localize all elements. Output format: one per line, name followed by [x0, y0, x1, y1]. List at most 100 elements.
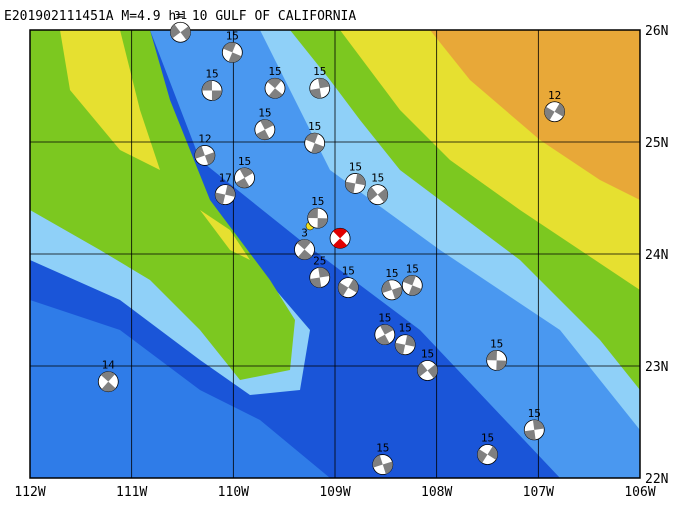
- beachball-quadrant: [268, 88, 283, 99]
- beachball-quadrant: [318, 267, 330, 278]
- depth-label: 15: [481, 431, 494, 444]
- beachball-quadrant: [201, 80, 212, 91]
- depth-label: 14: [102, 359, 116, 372]
- beachball-quadrant: [317, 218, 328, 229]
- depth-label: 15: [308, 120, 321, 133]
- beachball-quadrant: [180, 26, 191, 41]
- event: [367, 184, 389, 206]
- beachball-quadrant: [309, 88, 322, 99]
- event: [194, 145, 216, 166]
- lon-label: 111W: [116, 485, 147, 500]
- beachball-quadrant: [380, 324, 394, 335]
- event: [417, 360, 438, 381]
- beachball-quadrant: [367, 186, 378, 201]
- lon-label: 110W: [218, 485, 249, 500]
- event: [170, 21, 191, 43]
- lon-label: 109W: [319, 485, 350, 500]
- event: [221, 42, 243, 63]
- beachball-quadrant: [427, 364, 438, 379]
- beachball-quadrant: [391, 286, 402, 300]
- beachball-quadrant: [194, 146, 205, 159]
- beachball-quadrant: [395, 342, 406, 355]
- depth-label: 15: [421, 347, 434, 360]
- depth-label: 3: [301, 227, 308, 240]
- event: [234, 167, 255, 189]
- beachball-quadrant: [170, 24, 181, 39]
- event: [374, 324, 396, 346]
- lat-label: 25N: [645, 136, 668, 151]
- depth-label: 31: [174, 9, 187, 22]
- depth-label: 15: [313, 65, 326, 78]
- event: [294, 239, 315, 260]
- event: [344, 173, 366, 194]
- beachball-quadrant: [311, 143, 325, 154]
- depth-label: 15: [371, 172, 384, 185]
- beachball-quadrant: [267, 78, 282, 89]
- beachball-quadrant: [377, 188, 388, 203]
- depth-label: 15: [342, 265, 355, 278]
- depth-label: 12: [548, 89, 561, 102]
- event: [201, 80, 223, 101]
- depth-label: 15: [238, 155, 251, 168]
- depth-label: 15: [399, 322, 412, 335]
- event: [523, 419, 545, 441]
- lon-label: 112W: [14, 485, 45, 500]
- lon-label: 106W: [624, 485, 655, 500]
- beachball-quadrant: [204, 152, 215, 165]
- beachball-quadrant: [417, 362, 428, 377]
- beachball-quadrant: [544, 106, 555, 121]
- beachball-quadrant: [381, 280, 392, 294]
- beachball-quadrant: [355, 173, 366, 186]
- beachball-quadrant: [318, 78, 330, 89]
- depth-label: 15: [406, 262, 419, 275]
- beachball-quadrant: [348, 279, 359, 293]
- title: E201902111451A M=4.9 h= 10 GULF OF CALIF…: [4, 9, 356, 24]
- event: [254, 119, 276, 141]
- beachball-quadrant: [405, 334, 416, 347]
- beachball-quadrant: [225, 184, 236, 197]
- depth-label: 15: [349, 160, 362, 173]
- beachball-quadrant: [228, 52, 242, 63]
- lat-label: 26N: [645, 24, 668, 39]
- depth-label: 15: [268, 65, 281, 78]
- lat-label: 23N: [645, 360, 668, 375]
- beachball-quadrant: [333, 228, 348, 239]
- beachball-quadrant: [100, 371, 115, 382]
- event: [264, 77, 286, 99]
- depth-label: 15: [311, 195, 324, 208]
- beachball-quadrant: [239, 167, 254, 178]
- beachball-quadrant: [297, 249, 313, 260]
- beachball-quadrant: [554, 103, 565, 117]
- beachball-quadrant: [524, 429, 536, 440]
- lon-label: 108W: [421, 485, 452, 500]
- beachball-quadrant: [372, 455, 383, 468]
- depth-label: 15: [490, 337, 503, 350]
- beachball-quadrant: [235, 177, 250, 188]
- beachball-quadrant: [101, 381, 116, 392]
- beachball-quadrant: [532, 419, 545, 430]
- event: [372, 454, 394, 475]
- lat-label: 24N: [645, 248, 668, 263]
- event: [477, 444, 498, 465]
- main-event: [329, 227, 351, 249]
- beachball-quadrant: [345, 181, 356, 194]
- beachball-quadrant: [477, 449, 488, 463]
- depth-label: 12: [198, 132, 211, 145]
- beachball-quadrant: [376, 334, 390, 345]
- event: [544, 101, 565, 123]
- beachball-quadrant: [211, 90, 222, 101]
- beachball-quadrant: [255, 129, 270, 140]
- beachball-quadrant: [487, 446, 498, 460]
- event: [214, 184, 236, 206]
- beachball-quadrant: [338, 282, 349, 297]
- event: [309, 77, 331, 99]
- beachball-quadrant: [486, 350, 497, 361]
- lat-label: 22N: [645, 472, 668, 487]
- beachball-quadrant: [305, 133, 319, 144]
- beachball-quadrant: [382, 461, 393, 475]
- event: [97, 371, 119, 393]
- beachball-quadrant: [307, 208, 318, 219]
- depth-label: 15: [385, 267, 398, 280]
- beachball-quadrant: [215, 192, 226, 205]
